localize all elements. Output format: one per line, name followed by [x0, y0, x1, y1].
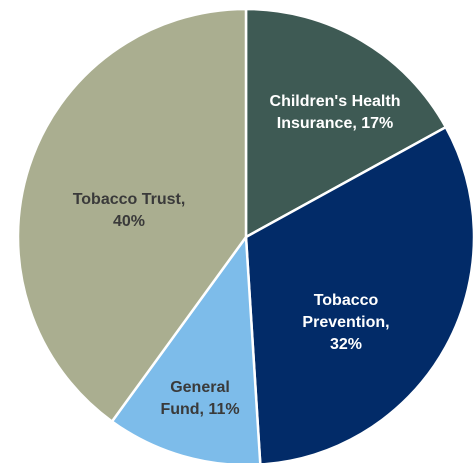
- slice-label-line: Children's Health: [270, 93, 401, 110]
- slice-label-line: Fund, 11%: [160, 401, 239, 418]
- pie-slice-general-fund: [110, 233, 262, 463]
- slice-label-general-fund: General Fund, 11%: [160, 379, 239, 418]
- pie-slice-tobacco-trust: [16, 7, 248, 424]
- slice-label-line: Prevention,: [302, 314, 389, 331]
- slice-label-line: Insurance, 17%: [277, 115, 394, 132]
- labels-layer: Children's Health Insurance, 17% Tobacco Pr…: [73, 93, 401, 418]
- slice-label-line: Tobacco: [314, 292, 379, 309]
- slice-label-line: General: [170, 379, 230, 396]
- slice-label-line: 40%: [113, 213, 145, 230]
- slice-label-children-s-health-insurance: Children's Health Insurance, 17%: [270, 93, 401, 132]
- pie-slice-children-s-health-insurance: [244, 7, 448, 240]
- slices-layer: [16, 7, 475, 463]
- slice-label-line: Tobacco Trust,: [73, 191, 186, 208]
- slice-label-tobacco-prevention: Tobacco Prevention, 32%: [302, 292, 389, 353]
- slice-label-line: 32%: [330, 336, 362, 353]
- pie-slice-tobacco-prevention: [244, 125, 475, 463]
- slice-label-tobacco-trust: Tobacco Trust, 40%: [73, 191, 186, 230]
